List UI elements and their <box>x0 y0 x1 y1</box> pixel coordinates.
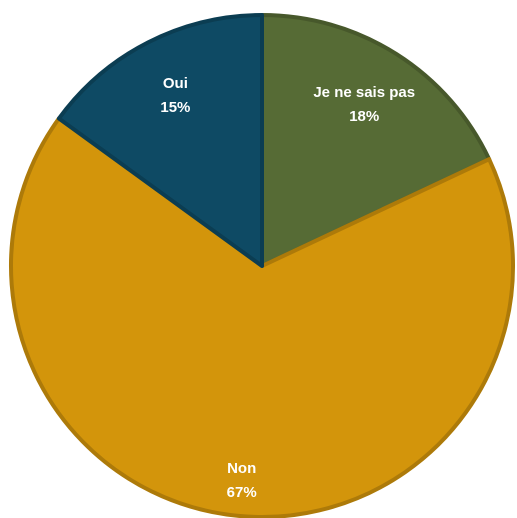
slice-name: Non <box>227 460 256 477</box>
slice-value-label: 18% <box>349 108 379 125</box>
pie-slice <box>56 13 264 268</box>
slice-value-label: 15% <box>160 99 190 116</box>
slice-name: Oui <box>163 75 188 92</box>
slice-name: Je ne sais pas <box>313 84 415 101</box>
slice-value-label: 67% <box>227 484 257 501</box>
pie-slice <box>9 116 515 518</box>
pie-slice <box>260 13 492 268</box>
